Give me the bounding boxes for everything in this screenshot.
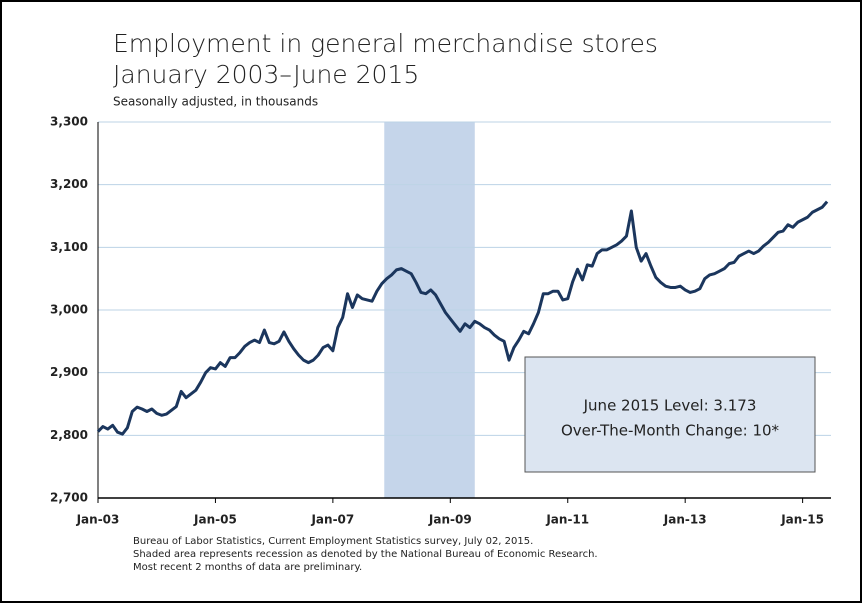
annotation: Over-The-Month Change: 10* — [561, 422, 780, 440]
chart-title: Employment in general merchandise stores — [113, 29, 658, 58]
chart-title: January 2003–June 2015 — [113, 60, 419, 89]
x-tick-label: Jan-13 — [663, 513, 707, 527]
x-tick-label: Jan-05 — [193, 513, 237, 527]
y-tick-label: 2,900 — [50, 365, 88, 379]
y-tick-label: 3,300 — [50, 115, 88, 129]
x-tick-label: Jan-11 — [545, 513, 589, 527]
note: Most recent 2 months of data are prelimi… — [133, 562, 362, 573]
annotation: June 2015 Level: 3.173 — [583, 397, 757, 415]
chart-subtitle: Seasonally adjusted, in thousands — [113, 95, 318, 109]
x-tick-label: Jan-15 — [780, 513, 824, 527]
y-tick-label: 3,200 — [50, 177, 88, 191]
note: Shaded area represents recession as deno… — [133, 549, 598, 560]
y-tick-label: 2,800 — [50, 428, 88, 442]
note: Bureau of Labor Statistics, Current Empl… — [133, 536, 533, 547]
annotation-box — [524, 356, 816, 473]
y-tick-label: 3,000 — [50, 303, 88, 317]
y-tick-label: 3,100 — [50, 240, 88, 254]
x-tick-label: Jan-09 — [428, 513, 472, 527]
y-tick-label: 2,700 — [50, 491, 88, 505]
x-tick-label: Jan-03 — [76, 513, 120, 527]
x-tick-label: Jan-07 — [310, 513, 354, 527]
data-line — [96, 200, 829, 436]
